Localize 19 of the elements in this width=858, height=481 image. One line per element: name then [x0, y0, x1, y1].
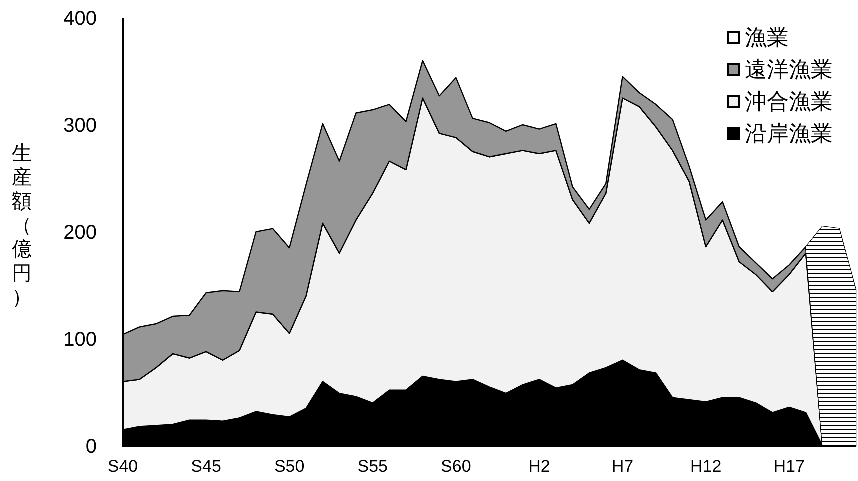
y-axis-title: 生産額（億円） — [12, 143, 32, 309]
x-tick-label: H2 — [528, 457, 550, 476]
x-tick-label: S40 — [108, 457, 138, 476]
y-tick-label: 200 — [64, 222, 97, 244]
x-tick-label: S50 — [274, 457, 305, 476]
y-tick-label: 400 — [64, 8, 97, 30]
y-tick-label: 100 — [64, 329, 97, 351]
x-tick-label: S60 — [441, 457, 472, 476]
x-tick-label: H17 — [774, 457, 805, 476]
x-tick-label: S45 — [191, 457, 222, 476]
legend-label: 漁業 — [745, 25, 789, 50]
legend-label: 遠洋漁業 — [745, 57, 833, 82]
y-tick-label: 300 — [64, 115, 97, 137]
x-tick-label: H7 — [612, 457, 634, 476]
legend-label: 沿岸漁業 — [745, 121, 833, 146]
y-tick-label: 0 — [86, 436, 97, 458]
x-tick-label: H12 — [690, 457, 722, 476]
x-tick-label: S55 — [358, 457, 388, 476]
legend-label: 沖合漁業 — [745, 89, 833, 114]
